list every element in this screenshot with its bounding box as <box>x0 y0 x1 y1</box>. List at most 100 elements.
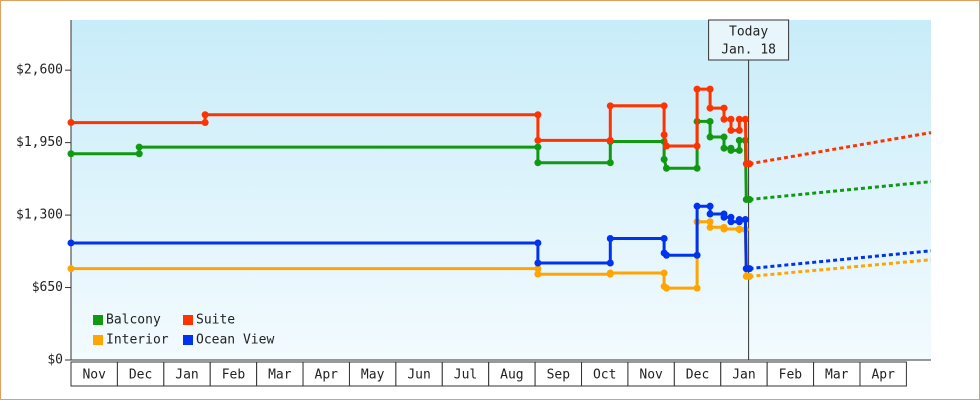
price-point <box>741 216 749 224</box>
price-point <box>606 269 614 277</box>
legend-swatch <box>183 335 193 345</box>
x-tick-label: Nov <box>639 368 663 383</box>
forecast-line <box>749 180 932 201</box>
price-point <box>606 159 614 167</box>
x-tick-label: Dec <box>129 368 152 383</box>
today-box <box>708 19 790 61</box>
x-tick-label: May <box>361 368 385 383</box>
price-point <box>693 142 701 150</box>
x-tick-label: Jan <box>732 368 755 383</box>
price-point <box>735 136 743 144</box>
y-tick-label: $1,300 <box>16 208 63 223</box>
month-box <box>581 361 629 387</box>
price-point <box>693 85 701 93</box>
legend-label: Interior <box>106 333 169 348</box>
price-point <box>720 104 728 112</box>
price-point <box>746 265 754 273</box>
price-point <box>660 155 668 163</box>
month-box <box>720 361 768 387</box>
price-point <box>746 195 754 203</box>
price-point <box>67 150 75 158</box>
today-label: Today <box>729 25 768 40</box>
price-point <box>746 272 754 280</box>
price-point <box>727 146 735 154</box>
month-box <box>395 361 443 387</box>
x-tick-label: Nov <box>82 368 106 383</box>
y-tick-label: $0 <box>47 353 63 368</box>
month-box <box>488 361 536 387</box>
month-box <box>302 361 350 387</box>
x-tick-label: Jan <box>175 368 198 383</box>
price-point <box>706 133 714 141</box>
price-point <box>606 259 614 267</box>
legend-swatch <box>183 315 193 325</box>
price-point <box>534 159 542 167</box>
price-point <box>720 115 728 123</box>
price-point <box>693 251 701 259</box>
price-point <box>660 269 668 277</box>
plot-area <box>71 20 931 360</box>
x-tick-label: Apr <box>315 368 339 383</box>
price-point <box>534 265 542 273</box>
price-point <box>201 111 209 119</box>
price-point <box>706 117 714 125</box>
legend-label: Ocean View <box>196 333 274 348</box>
x-tick-label: Jun <box>407 368 430 383</box>
price-point <box>67 119 75 127</box>
price-point <box>660 234 668 242</box>
month-box <box>209 361 258 387</box>
price-point <box>534 270 542 278</box>
month-box <box>673 361 722 387</box>
price-point <box>735 115 743 123</box>
legend-label: Balcony <box>106 313 161 328</box>
price-point <box>706 223 714 231</box>
price-point <box>727 115 735 123</box>
price-point <box>693 202 701 210</box>
price-point <box>720 144 728 152</box>
legend-swatch <box>93 315 103 325</box>
month-box <box>813 361 861 387</box>
forecast-line <box>749 249 932 271</box>
month-box <box>116 361 165 387</box>
price-point <box>534 111 542 119</box>
price-point <box>735 146 743 154</box>
price-point <box>735 226 743 234</box>
price-point <box>534 143 542 151</box>
price-point <box>720 225 728 233</box>
price-point <box>693 164 701 172</box>
price-point <box>606 234 614 242</box>
price-point <box>720 213 728 221</box>
price-point <box>741 115 749 123</box>
price-point <box>735 126 743 134</box>
price-point <box>534 259 542 267</box>
y-tick-label: $2,600 <box>16 63 63 78</box>
x-tick-label: Oct <box>593 368 616 383</box>
price-point <box>606 102 614 110</box>
price-point <box>135 150 143 158</box>
price-point <box>606 136 614 144</box>
x-tick-label: Mar <box>825 368 849 383</box>
legend-swatch <box>93 335 103 345</box>
price-point <box>67 239 75 247</box>
x-tick-label: Apr <box>871 368 895 383</box>
x-tick-label: Sep <box>547 368 571 383</box>
x-tick-label: Jul <box>454 368 477 383</box>
price-point <box>662 164 670 172</box>
price-point <box>534 136 542 144</box>
price-point <box>693 284 701 292</box>
x-tick-label: Aug <box>500 368 523 383</box>
price-point <box>706 104 714 112</box>
price-point <box>660 131 668 139</box>
price-point <box>660 102 668 110</box>
price-point <box>735 216 743 224</box>
y-tick-label: $1,950 <box>16 135 63 150</box>
price-point <box>534 239 542 247</box>
month-box <box>859 361 907 387</box>
x-tick-label: Dec <box>686 368 709 383</box>
x-tick-label: Feb <box>222 368 246 383</box>
price-point <box>662 284 670 292</box>
price-point <box>720 133 728 141</box>
legend-label: Suite <box>196 313 235 328</box>
x-tick-label: Feb <box>779 368 803 383</box>
